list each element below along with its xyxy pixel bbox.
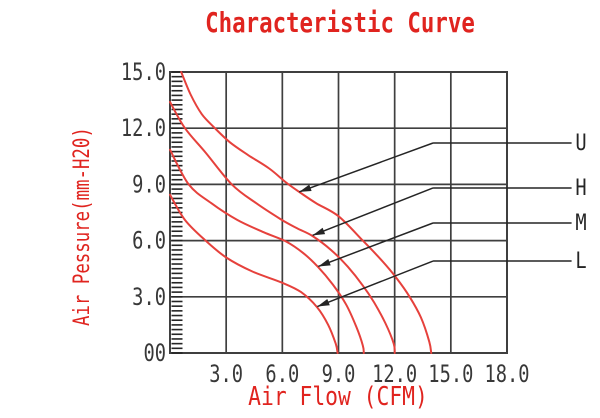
y-tick-label: 00	[143, 340, 166, 368]
y-tick-label: 12.0	[121, 115, 166, 143]
x-tick-label: 9.0	[322, 361, 356, 389]
x-tick-label: 15.0	[428, 361, 473, 389]
leader-diagonal-L	[317, 260, 434, 308]
curve-L	[169, 193, 339, 354]
x-tick-label: 12.0	[372, 361, 417, 389]
series-label-M: M	[575, 210, 586, 236]
arrowhead-L	[317, 299, 330, 307]
y-tick-label: 9.0	[132, 171, 166, 199]
arrowhead-M	[318, 259, 331, 267]
leader-diagonal-U	[298, 142, 434, 193]
y-tick-label: 6.0	[132, 227, 166, 255]
leader-diagonal-H	[312, 187, 434, 237]
arrowhead-U	[299, 184, 312, 192]
chart-title: Characteristic Curve	[205, 6, 475, 39]
curve-M	[169, 148, 365, 354]
x-tick-label: 6.0	[265, 361, 299, 389]
arrowhead-H	[312, 227, 326, 236]
series-label-L: L	[575, 248, 586, 274]
curve-H	[169, 101, 396, 354]
series-label-U: U	[575, 130, 586, 156]
y-tick-label: 15.0	[121, 59, 166, 87]
series-label-H: H	[575, 174, 586, 200]
x-axis-label: Air Flow (CFM)	[248, 382, 428, 412]
y-tick-label: 3.0	[132, 284, 166, 312]
leader-diagonal-M	[318, 222, 434, 268]
x-tick-label: 3.0	[209, 361, 243, 389]
curve-U	[180, 71, 433, 354]
x-tick-label: 18.0	[484, 361, 529, 389]
